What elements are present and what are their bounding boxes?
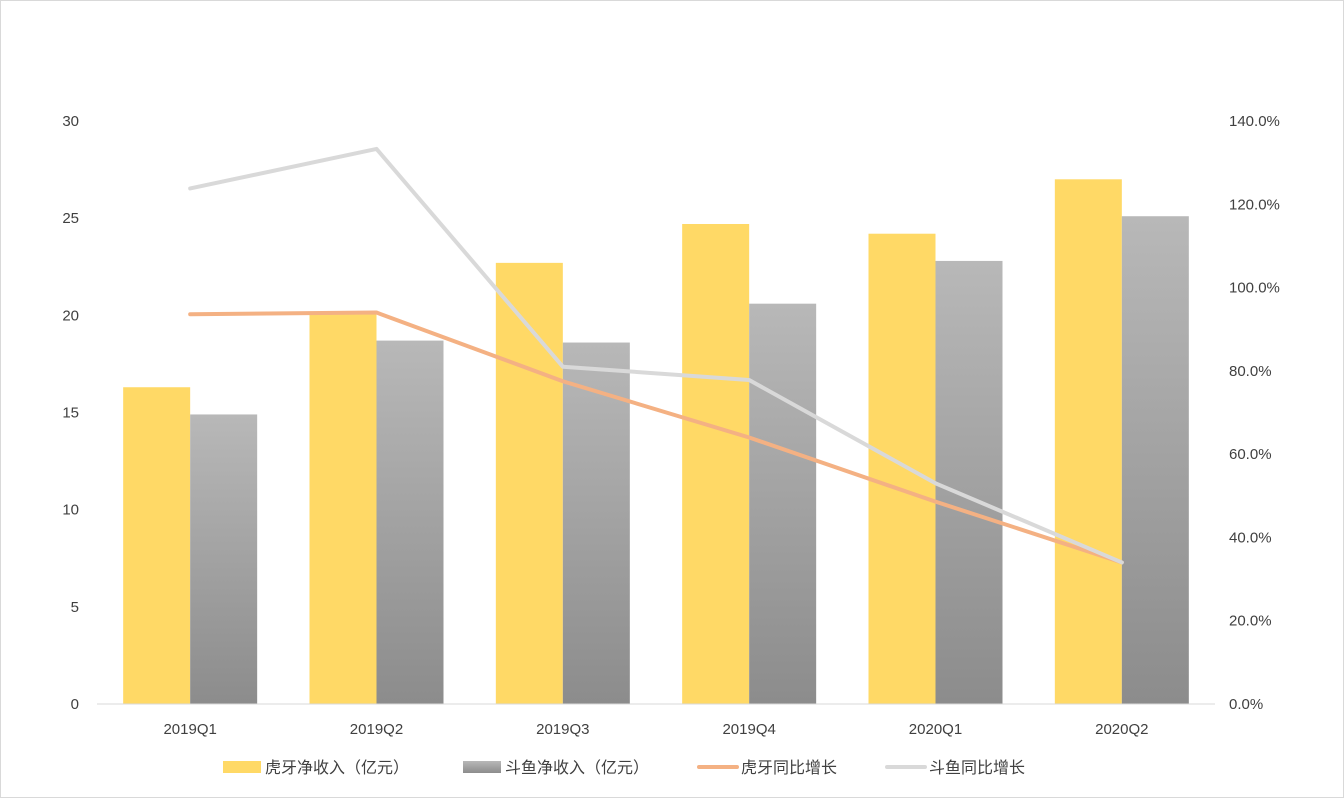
legend-swatch: [223, 761, 261, 773]
legend-item-3: 虎牙同比增长: [697, 758, 837, 777]
y-left-tick-label: 30: [62, 113, 79, 130]
bar-douyu-2019Q1: [190, 414, 258, 704]
y-right-tick-label: 140.0%: [1229, 113, 1280, 130]
y-right-tick-label: 80.0%: [1229, 363, 1272, 380]
bar-douyu-2019Q4: [749, 303, 817, 704]
y-right-tick-label: 40.0%: [1229, 529, 1272, 546]
y-right-tick-label: 100.0%: [1229, 280, 1280, 297]
y-left-tick-label: 10: [62, 502, 79, 519]
x-tick-label: 2020Q2: [1095, 721, 1148, 738]
legend-item-2: 斗鱼净收入（亿元）: [463, 758, 649, 777]
x-tick-label: 2019Q2: [350, 721, 403, 738]
bar-huya-2020Q1: [868, 233, 936, 705]
legend-item-1: 虎牙净收入（亿元）: [223, 758, 409, 777]
y-right-tick-label: 0.0%: [1229, 696, 1263, 713]
x-tick-label: 2019Q1: [163, 721, 216, 738]
legend-item-4: 斗鱼同比增长: [885, 758, 1025, 777]
x-tick-label: 2019Q3: [536, 721, 589, 738]
legend-label: 虎牙同比增长: [741, 758, 837, 777]
bar-huya-2019Q4: [682, 223, 750, 704]
legend-label: 斗鱼同比增长: [929, 758, 1025, 777]
y-left-tick-label: 25: [62, 210, 79, 227]
bar-douyu-2019Q3: [562, 342, 630, 704]
bar-huya-2019Q3: [495, 262, 563, 704]
legend-label: 斗鱼净收入（亿元）: [505, 758, 649, 777]
y-left-tick-label: 5: [71, 599, 79, 616]
legend-label: 虎牙净收入（亿元）: [265, 758, 409, 777]
y-left-tick-label: 15: [62, 405, 79, 422]
bar-huya-2019Q1: [123, 387, 191, 704]
x-tick-label: 2020Q1: [909, 721, 962, 738]
y-right-tick-label: 60.0%: [1229, 446, 1272, 463]
x-tick-label: 2019Q4: [722, 721, 775, 738]
bar-huya-2019Q2: [309, 311, 377, 704]
y-right-tick-label: 20.0%: [1229, 613, 1272, 630]
bar-douyu-2020Q2: [1121, 216, 1189, 704]
bar-douyu-2020Q1: [935, 260, 1003, 704]
bar-douyu-2019Q2: [376, 340, 444, 704]
y-left-tick-label: 0: [71, 696, 79, 713]
y-left-tick-label: 20: [62, 307, 79, 324]
legend-swatch: [463, 761, 501, 773]
bar-huya-2020Q2: [1054, 179, 1122, 705]
y-right-tick-label: 120.0%: [1229, 196, 1280, 213]
line-douyu-growth: [188, 146, 1124, 565]
line-huya-growth: [188, 310, 1124, 565]
